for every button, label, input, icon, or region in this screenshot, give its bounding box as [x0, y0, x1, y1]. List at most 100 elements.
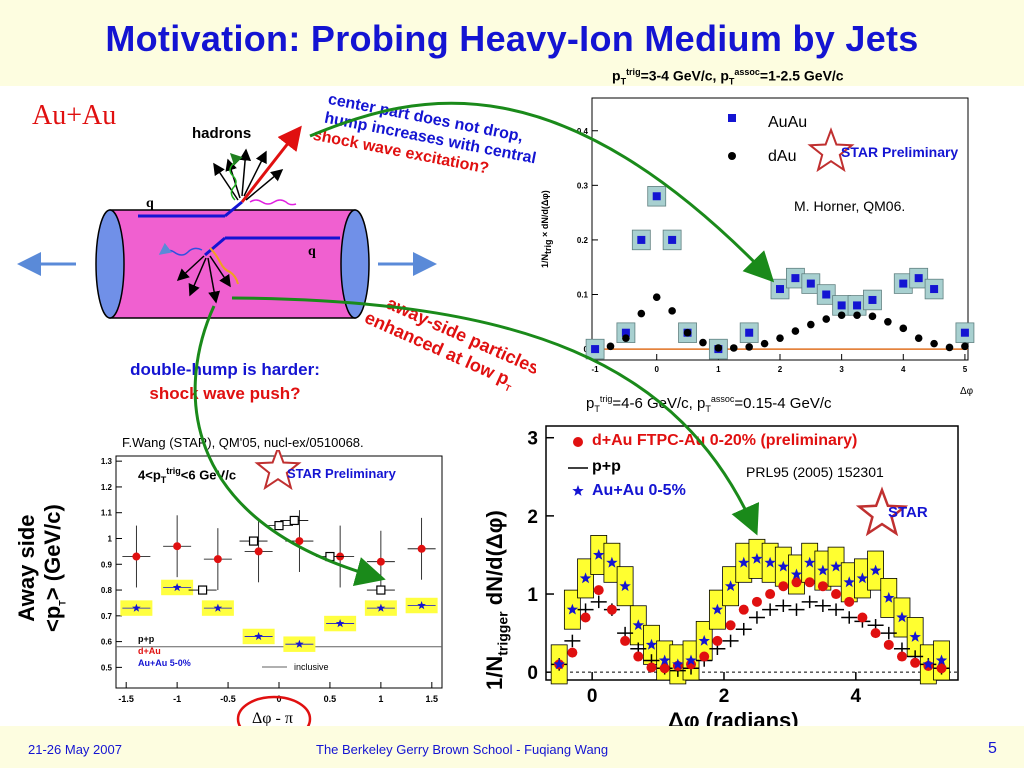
top-plot-ylabel-dphi: d(Δφ)	[540, 190, 550, 215]
quark-label-bottom: q	[308, 244, 316, 259]
right-plot-dau-point	[725, 620, 736, 631]
left-plot-dau-point	[417, 544, 426, 553]
top-plot-ytick-label: 0.2	[577, 236, 589, 245]
left-plot-pp-point	[376, 585, 386, 595]
top-plot-auau-point	[745, 328, 754, 337]
top-plot-xtick-label: 0	[654, 365, 659, 374]
left-plot-ytick-label: 1.3	[101, 457, 113, 466]
left-plot-xtick-label: 1	[378, 694, 383, 704]
right-plot-auau-point	[566, 603, 579, 615]
top-plot-credit: M. Horner, QM06.	[794, 198, 906, 214]
top-plot-auau-point	[591, 345, 600, 354]
right-plot-auau-point	[909, 631, 921, 642]
left-plot-xlabel: Δφ - π	[252, 710, 293, 727]
right-plot-star-label: STAR	[888, 504, 928, 521]
right-plot-dau-point	[883, 639, 894, 650]
top-plot-dau-point	[853, 311, 861, 320]
right-plot-dau-point	[712, 635, 723, 646]
top-plot-auau-point	[637, 235, 646, 244]
top-plot-header-mid: =3-4 GeV/c, p	[640, 67, 729, 84]
right-plot-auau-point	[685, 654, 697, 666]
top-plot-ytick-label: 0.3	[577, 181, 589, 190]
left-plot-ytick-label: 1	[108, 534, 113, 543]
top-plot-header-sup2: assoc	[734, 67, 760, 77]
top-plot-auau-point	[776, 285, 784, 294]
top-plot-auau-point	[960, 328, 969, 337]
right-plot-ytick-label: 0	[527, 663, 538, 684]
footer-date: 21-26 May 2007	[28, 742, 122, 757]
right-plot-ytick-label: 2	[527, 507, 538, 528]
left-plot-credit: F.Wang (STAR), QM'05, nucl-ex/0510068.	[122, 435, 364, 450]
top-plot-ytick-label: 0.1	[577, 291, 589, 300]
top-plot-dau-point	[776, 334, 784, 342]
top-plot-dau-point	[699, 338, 707, 347]
left-plot-pp-point	[197, 585, 208, 595]
right-plot-auau-point	[764, 556, 776, 568]
top-plot-auau-point	[868, 295, 877, 304]
right-plot-dau-point	[870, 628, 881, 639]
right-plot-header: pTtrig=4-6 GeV/c, pTassoc=0.15-4 GeV/c	[586, 394, 832, 414]
right-plot-header-post: =0.15-4 GeV/c	[734, 395, 832, 412]
top-plot-dau-point	[868, 312, 877, 321]
left-plot-frame	[115, 455, 443, 689]
top-plot-dau-point	[622, 334, 630, 342]
left-plot-range-sup: trig	[166, 466, 181, 476]
right-plot-auau-point	[935, 654, 948, 666]
right-plot-auau-point	[883, 591, 895, 603]
left-plot-dau-point	[213, 555, 222, 564]
top-plot-dau-point	[961, 342, 969, 351]
system-label: Au+Au	[32, 100, 117, 131]
left-plot-xtick-label: 1.5	[426, 694, 439, 704]
top-plot-dau-point	[729, 344, 738, 352]
right-plot-auau-point	[738, 556, 750, 568]
left-plot-ylabel-2-sub: T	[57, 600, 68, 606]
top-plot-xlabel: Δφ	[960, 386, 974, 397]
left-plot-ytick-label: 1.2	[101, 483, 113, 492]
right-plot-ylabel-pre: 1/N	[482, 655, 507, 690]
double-hump-line-2: shock wave push?	[149, 384, 301, 403]
top-plot-dau-point	[637, 309, 646, 318]
right-plot-auau-point	[698, 634, 710, 646]
left-plot: 0.5 0.6 0.7 0.8 0.9 1 1.1 1.2 1.3 -1.5 -1 -0.5 0 0.5 1…	[82, 445, 452, 730]
right-plot-auau-point	[619, 580, 631, 592]
top-plot-xtick-label: 2	[778, 365, 783, 374]
right-plot-dau-point	[593, 585, 604, 596]
double-hump-annotation: double-hump is harder: shock wave push?	[80, 358, 370, 406]
left-plot-range-sub: T	[160, 474, 167, 485]
left-plot-ytick-label: 1.1	[101, 509, 113, 518]
right-plot-auau-point	[869, 564, 882, 576]
top-plot-header-sub1: T	[620, 76, 627, 87]
right-plot-auau-point	[593, 549, 605, 560]
right-plot-dau-point	[620, 635, 631, 646]
right-plot-legend-dau: d+Au FTPC-Au 0-20% (preliminary)	[592, 432, 858, 449]
left-plot-range: 4<pTtrig<6 GeV/c	[138, 466, 236, 485]
top-plot-legend-auau-marker	[728, 114, 736, 122]
top-plot-dau-point	[884, 317, 892, 326]
right-plot-credit: PRL95 (2005) 152301	[746, 464, 884, 480]
right-plot-dau-point	[910, 657, 921, 668]
left-plot-dau-point	[295, 537, 304, 546]
top-plot-dau-point	[745, 343, 753, 351]
right-plot-dau-point	[606, 604, 617, 615]
right-plot-legend-dau-marker	[573, 437, 583, 447]
top-plot-auau-point	[652, 192, 661, 201]
right-plot-dau-point	[633, 651, 644, 662]
right-plot-auau-point	[579, 572, 592, 584]
left-plot-xtick-label: 0	[276, 694, 281, 704]
right-plot-ylabel-post: dN/d(Δφ)	[482, 510, 507, 612]
left-plot-auau-point	[132, 603, 141, 612]
right-plot-ytick-label: 3	[527, 429, 538, 450]
right-plot-header-sub1: T	[594, 404, 600, 414]
left-plot-ylabel-2: <p	[40, 605, 65, 632]
top-plot-auau-point	[853, 301, 862, 310]
left-plot-ytick-label: 0.6	[101, 638, 113, 647]
top-plot-dau-point	[791, 327, 800, 335]
left-plot-xtick-label: -1.5	[118, 694, 134, 704]
right-plot: 0 1 2 3 0 2 4 d+Au FTPC-Au 0-20% (preliminary)…	[480, 418, 974, 744]
left-plot-ylabel-2-wrap: <pT> (GeV/c)	[40, 504, 75, 632]
left-plot-pp-point	[274, 520, 284, 531]
quark-label-top: q	[146, 196, 154, 211]
left-plot-legend-inclusive: inclusive	[294, 662, 329, 672]
right-plot-auau-point	[658, 654, 671, 666]
